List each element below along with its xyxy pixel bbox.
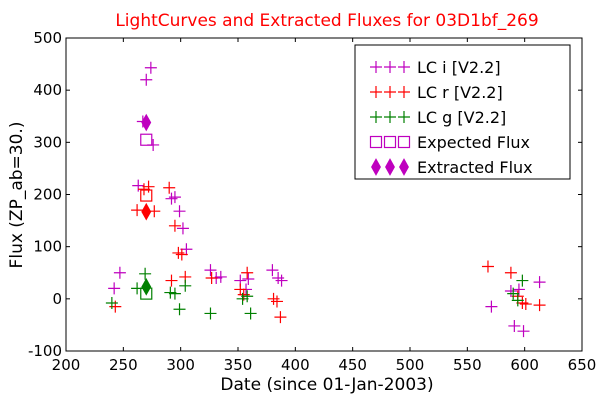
y-tick-label: 300 [33,133,62,151]
data-point-marker [165,274,178,287]
legend-label: LC g [V2.2] [417,108,506,127]
data-point-marker [234,283,247,296]
data-point-marker [504,285,517,298]
x-tick-label: 650 [568,356,597,374]
legend-marker [384,61,396,73]
data-point-marker [517,325,530,338]
data-point-marker [179,279,192,292]
data-point-marker [204,264,217,277]
x-tick-label: 550 [453,356,482,374]
data-point-marker [168,219,181,232]
x-tick-label: 350 [224,356,253,374]
data-point-marker [175,248,188,261]
legend-marker [371,158,381,176]
x-tick-label: 500 [396,356,425,374]
data-point-marker [142,180,155,193]
legend-label: Extracted Flux [417,158,533,177]
chart-title: LightCurves and Extracted Fluxes for 03D… [115,11,538,31]
data-diamond-marker [141,278,152,296]
legend-marker [383,135,397,149]
legend-marker [398,86,410,98]
legend-marker [369,135,383,149]
data-point-marker [105,297,118,310]
x-tick-label: 200 [52,356,81,374]
data-point-marker [511,294,524,307]
legend-marker [398,61,410,73]
data-point-marker [176,222,189,235]
data-point-marker [485,300,498,313]
data-point-marker [144,61,157,74]
x-tick-label: 600 [510,356,539,374]
data-point-marker [205,271,218,284]
data-point-marker [163,181,176,194]
legend-marker [370,111,382,123]
data-point-marker [131,204,144,217]
data-point-marker [533,276,546,289]
data-point-marker [168,287,181,300]
data-point-marker [168,191,181,204]
data-point-marker [242,273,255,286]
x-axis-label: Date (since 01-Jan-2003) [220,375,433,395]
data-point-marker [108,282,121,295]
x-tick-label: 250 [109,356,138,374]
data-point-marker [139,267,152,280]
legend-label: LC r [V2.2] [417,83,503,102]
y-tick-label: 0 [52,290,62,308]
legend-marker [385,158,395,176]
y-tick-label: 500 [33,29,62,47]
legend-marker [384,111,396,123]
data-square-marker [140,189,153,202]
data-diamond-marker [141,113,152,132]
legend-marker [397,135,411,149]
y-tick-label: 400 [33,81,62,99]
y-tick-label: 200 [33,186,62,204]
legend-marker [398,111,410,123]
data-point-marker [274,311,287,324]
data-point-marker [270,295,283,308]
data-point-marker [173,303,186,316]
data-point-marker [241,290,254,303]
x-tick-label: 300 [166,356,195,374]
data-diamond-marker [141,202,152,221]
axis-ticks: 200 250 300 350 400 450 500 550 600 650 -100 0 100 20… [28,29,596,374]
data-point-marker [519,298,532,311]
x-tick-label: 450 [338,356,367,374]
data-point-marker [507,287,520,300]
data-point-marker [481,260,494,273]
legend-marker [384,86,396,98]
legend-label: Expected Flux [417,133,530,152]
y-tick-label: -100 [28,342,62,360]
data-point-marker [244,307,257,320]
data-point-marker [533,299,546,312]
data-point-marker [140,73,153,86]
data-point-marker [173,205,186,218]
data-point-marker [516,274,529,287]
data-point-marker [214,270,227,283]
data-point-marker [504,266,517,279]
data-point-marker [113,266,126,279]
data-point-marker [241,266,254,279]
data-point-marker [272,271,285,284]
data-point-marker [267,292,280,305]
data-point-marker [266,264,279,277]
data-point-marker [275,274,288,287]
legend-marker [370,61,382,73]
legend-marker [370,86,382,98]
y-tick-label: 100 [33,238,62,256]
data-point-marker [508,319,521,332]
legend: LC i [V2.2] LC r [V2.2] LC g [V2.2] Expecte… [354,44,571,180]
x-tick-label: 400 [281,356,310,374]
y-axis-label: Flux (ZP_ab=30.) [7,122,27,269]
legend-label: LC i [V2.2] [417,58,501,77]
data-marks [105,61,546,338]
legend-marker [399,158,409,176]
data-square-marker [140,133,153,146]
data-point-marker [165,192,178,205]
data-point-marker [204,307,217,320]
